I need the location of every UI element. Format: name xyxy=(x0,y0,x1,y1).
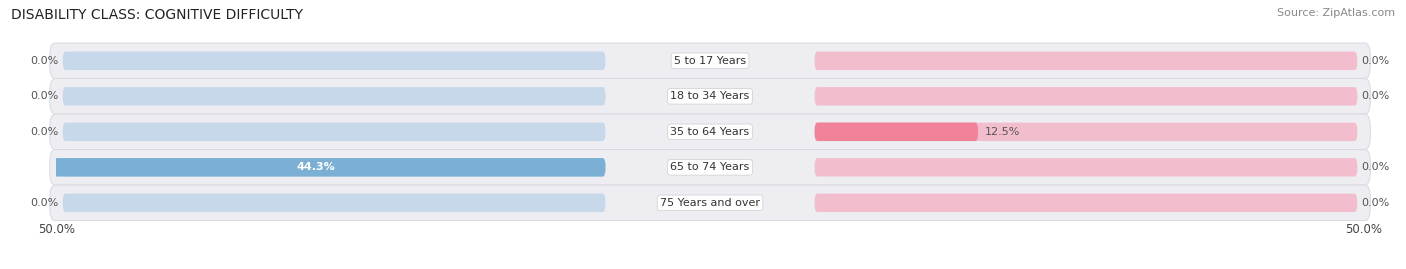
Text: 0.0%: 0.0% xyxy=(31,91,59,101)
FancyBboxPatch shape xyxy=(49,43,1371,79)
Text: 75 Years and over: 75 Years and over xyxy=(659,198,761,208)
FancyBboxPatch shape xyxy=(63,158,606,176)
Text: 0.0%: 0.0% xyxy=(1361,162,1389,172)
FancyBboxPatch shape xyxy=(63,52,606,70)
FancyBboxPatch shape xyxy=(49,79,1371,114)
Text: 18 to 34 Years: 18 to 34 Years xyxy=(671,91,749,101)
Text: 0.0%: 0.0% xyxy=(1361,56,1389,66)
Text: 0.0%: 0.0% xyxy=(31,56,59,66)
Text: 0.0%: 0.0% xyxy=(1361,198,1389,208)
FancyBboxPatch shape xyxy=(814,123,979,141)
Text: 0.0%: 0.0% xyxy=(1361,91,1389,101)
FancyBboxPatch shape xyxy=(814,87,1357,105)
FancyBboxPatch shape xyxy=(49,185,1371,221)
FancyBboxPatch shape xyxy=(63,194,606,212)
FancyBboxPatch shape xyxy=(814,194,1357,212)
FancyBboxPatch shape xyxy=(814,158,1357,176)
FancyBboxPatch shape xyxy=(49,150,1371,185)
FancyBboxPatch shape xyxy=(49,114,1371,150)
Text: 44.3%: 44.3% xyxy=(297,162,335,172)
Text: 35 to 64 Years: 35 to 64 Years xyxy=(671,127,749,137)
Text: 0.0%: 0.0% xyxy=(31,198,59,208)
Text: 65 to 74 Years: 65 to 74 Years xyxy=(671,162,749,172)
Text: 5 to 17 Years: 5 to 17 Years xyxy=(673,56,747,66)
Text: Source: ZipAtlas.com: Source: ZipAtlas.com xyxy=(1277,8,1395,18)
Text: 0.0%: 0.0% xyxy=(31,127,59,137)
FancyBboxPatch shape xyxy=(63,87,606,105)
FancyBboxPatch shape xyxy=(814,52,1357,70)
FancyBboxPatch shape xyxy=(63,123,606,141)
FancyBboxPatch shape xyxy=(814,123,1357,141)
Legend: Male, Female: Male, Female xyxy=(645,267,775,269)
Text: DISABILITY CLASS: COGNITIVE DIFFICULTY: DISABILITY CLASS: COGNITIVE DIFFICULTY xyxy=(11,8,304,22)
FancyBboxPatch shape xyxy=(27,158,606,176)
Text: 12.5%: 12.5% xyxy=(984,127,1019,137)
